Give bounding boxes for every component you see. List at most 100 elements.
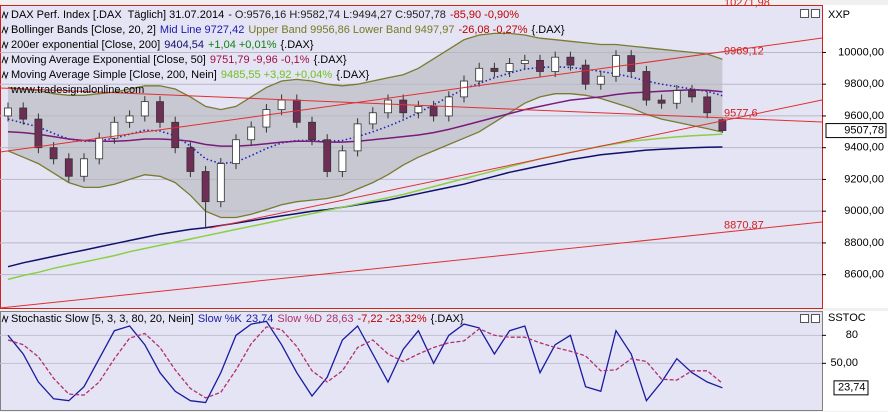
legend-text: Mid Line 9727,42 (160, 24, 244, 36)
y-tick-label: 9600,00 (844, 110, 884, 122)
candle-body (125, 115, 134, 123)
legend: DAX Perf. Index [.DAX Täglich] 31.07.201… (1, 9, 565, 325)
legend-entry: Moving Average Simple [Close, 200, Nein]… (11, 69, 370, 81)
candle-body (171, 121, 180, 149)
last-price-label: 9507,78 (844, 124, 884, 136)
button[interactable] (811, 9, 820, 18)
candle-body (216, 163, 225, 203)
last-price-box (825, 123, 887, 139)
main-axis-area (823, 5, 888, 308)
candle-body (201, 171, 210, 203)
candle-body (460, 80, 468, 98)
button[interactable] (811, 314, 820, 323)
candle-body (596, 75, 605, 85)
candle-body (505, 63, 514, 72)
legend-text: {.DAX} (281, 39, 314, 51)
button[interactable] (800, 9, 809, 18)
legend-entry: Stochastic Slow [5, 3, 3, 80, 20, Nein] S… (11, 313, 464, 325)
candle-body (475, 67, 484, 82)
legend-icon (1, 314, 9, 324)
candle-body (642, 71, 651, 101)
upper-band (7, 32, 723, 111)
candle-body (384, 99, 392, 114)
candle-body (186, 147, 195, 172)
candle-body (581, 64, 590, 85)
ma-line (7, 88, 723, 147)
candle-body (110, 121, 119, 139)
trend-line (209, 99, 823, 229)
candle-body (551, 56, 560, 72)
mid-line (7, 65, 723, 165)
legend-text: Slow %D (277, 313, 322, 325)
y-tick-label: 10000,00 (838, 46, 884, 58)
legend-text: DAX Perf. Index [.DAX Täglich] 31.07.201… (11, 9, 224, 21)
legend-text: -85,90 -0,90% (450, 9, 519, 21)
candle-body (368, 112, 377, 125)
candle-body (308, 121, 316, 141)
candle-body (34, 118, 43, 149)
legend-text: 9404,54 (164, 39, 204, 51)
stoch-panel (0, 320, 822, 404)
legend-text: {.DAX} (336, 69, 369, 81)
legend-text: - O:9576,16 H:9582,74 L:9494,27 C:9507,7… (228, 9, 446, 21)
legend-text: -7,22 -23,32% (358, 313, 427, 325)
legend-icon (1, 25, 9, 35)
watermark: www.tradesignalonline.com (10, 84, 144, 96)
y-tick-label: 9200,00 (844, 173, 884, 185)
legend-text: 9485,55 +3,92 +0,04% (221, 69, 333, 81)
legend-icon (1, 55, 9, 65)
legend-entry: Bollinger Bands [Close, 20, 2] Mid Line 9… (11, 24, 565, 36)
legend-icon (1, 70, 9, 80)
candle-body (429, 106, 438, 117)
legend-text: Slow %K (198, 313, 243, 325)
y-tick-label: 9800,00 (844, 78, 884, 90)
candle-body (232, 139, 240, 164)
ma-line (7, 146, 723, 268)
candle-body (262, 109, 271, 128)
axis-label: SSTOC (828, 312, 866, 324)
candle-body (140, 101, 149, 117)
legend-text: {.DAX} (431, 313, 464, 325)
y-tick-label: 9000,00 (844, 205, 884, 217)
legend-text: Moving Average Simple [Close, 200, Nein] (11, 69, 217, 81)
candle-body (323, 139, 332, 172)
y-tick-label: 8800,00 (844, 237, 884, 249)
price-annotation: 10271,98 (724, 0, 770, 9)
candle-body (657, 99, 666, 104)
candle-body (247, 126, 256, 141)
legend-entry: 200er exponential [Close, 200] 9404,54 +1,… (11, 39, 314, 51)
candle-body (156, 101, 164, 123)
legend-text: +1,04 +0,01% (208, 39, 277, 51)
candle-body (4, 107, 12, 117)
trend-line (0, 37, 823, 153)
stoch-plot (0, 311, 823, 411)
candle-body (353, 123, 362, 152)
legend-entry: DAX Perf. Index [.DAX Täglich] 31.07.201… (11, 9, 519, 21)
legend-icon (1, 10, 9, 20)
candle-body (566, 56, 575, 66)
candle-body (688, 90, 696, 98)
legend-text: Moving Average Exponential [Close, 50] (11, 54, 206, 66)
trend-lines (0, 37, 823, 309)
candle-body (80, 158, 88, 177)
candle-body (490, 67, 499, 72)
stoch-line (7, 320, 723, 404)
legend-text: {.DAX} (314, 54, 347, 66)
y-tick-label: 80 (846, 329, 858, 341)
trend-line (0, 87, 823, 123)
last-value-label: 23,74 (838, 382, 866, 394)
candle-body (414, 106, 423, 114)
candle-body (49, 147, 58, 160)
button[interactable] (800, 314, 809, 323)
legend-text: Upper Band 9956,86 Lower Band 9497,97 (248, 24, 454, 36)
legend-text: -26,08 -0,27% (458, 24, 527, 36)
price-annotation: 8870,87 (724, 220, 764, 232)
y-tick-label: 50,00 (830, 357, 858, 369)
price-annotation: 9969,12 (724, 45, 764, 57)
candle-body (627, 55, 636, 72)
legend-text: Stochastic Slow [5, 3, 3, 80, 20, Nein] (11, 313, 194, 325)
axis-label: XXP (828, 9, 850, 21)
candle-body (703, 96, 712, 114)
candle-body (672, 90, 681, 104)
